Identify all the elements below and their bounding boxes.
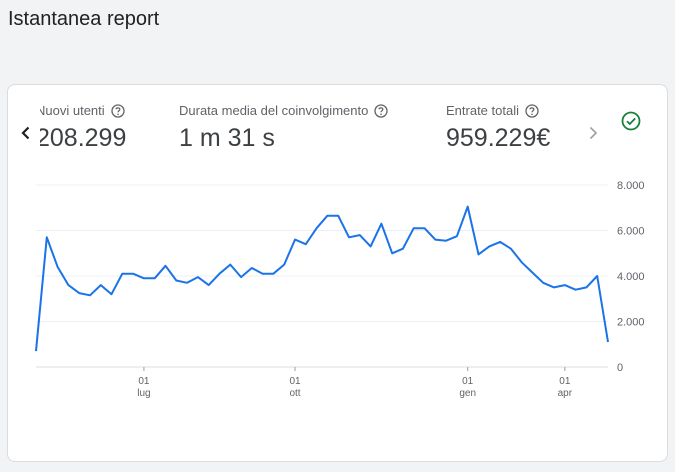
line-chart: 8.0006.0004.0002.000001lug01ott01gen01ap… — [35, 180, 645, 399]
chevron-left-icon — [21, 126, 30, 140]
metric-value: 959.229€ — [446, 124, 551, 152]
metrics-carousel: Nuovi utenti 208.299 Durata media del co… — [40, 103, 587, 173]
x-tick-month: lug — [137, 388, 150, 399]
previous-metric-button[interactable] — [16, 121, 36, 145]
check-circle-icon[interactable] — [620, 110, 642, 132]
metric-total-revenue[interactable]: Entrate totali 959.229€ — [446, 103, 550, 153]
metric-value: 1 m 31 s — [179, 124, 275, 152]
x-tick-month: apr — [558, 388, 573, 399]
y-tick-label: 4.000 — [617, 271, 645, 283]
x-tick-day: 01 — [138, 376, 150, 387]
x-tick-month: gen — [459, 388, 476, 399]
question-circle-icon[interactable] — [111, 103, 125, 118]
metric-label: Nuovi utenti — [40, 103, 105, 118]
y-tick-label: 0 — [617, 362, 623, 374]
metric-new-users[interactable]: Nuovi utenti 208.299 — [40, 103, 126, 153]
metric-avg-engagement[interactable]: Durata media del coinvolgimento 1 m 31 s — [179, 103, 388, 153]
series-line — [35, 205, 609, 352]
y-tick-label: 2.000 — [617, 317, 645, 329]
page-title: Istantanea report — [8, 8, 160, 30]
metric-label: Entrate totali — [446, 103, 519, 118]
y-tick-label: 6.000 — [617, 226, 645, 238]
x-tick-day: 01 — [289, 376, 301, 387]
metric-value: 208.299 — [40, 124, 127, 152]
x-tick-day: 01 — [559, 376, 571, 387]
next-metric-button[interactable] — [583, 121, 603, 145]
y-tick-label: 8.000 — [617, 180, 645, 192]
report-snapshot-card: Nuovi utenti 208.299 Durata media del co… — [7, 84, 668, 462]
x-tick-month: ott — [289, 388, 300, 399]
question-circle-icon[interactable] — [374, 103, 388, 118]
question-circle-icon[interactable] — [525, 103, 539, 118]
metric-label: Durata media del coinvolgimento — [179, 103, 369, 118]
x-tick-day: 01 — [462, 376, 474, 387]
chevron-right-icon — [589, 126, 598, 140]
